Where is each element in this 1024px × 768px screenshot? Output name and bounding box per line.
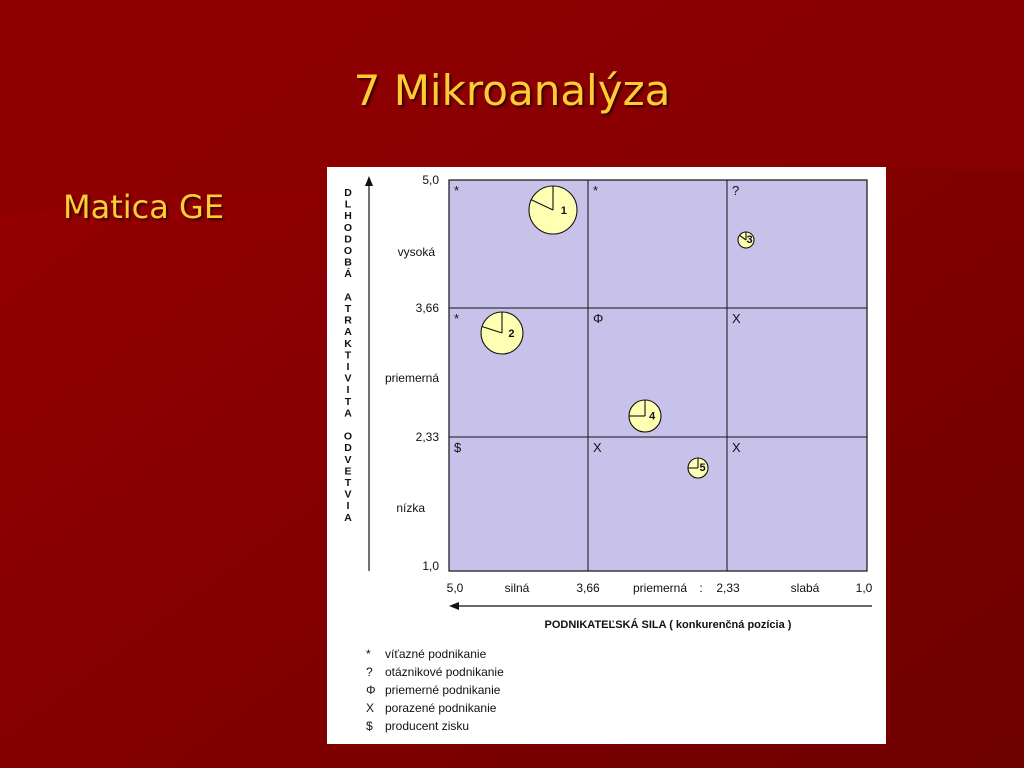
y-axis-title-letter: T — [345, 349, 352, 361]
y-axis-title-letter: T — [345, 477, 352, 489]
y-level-low: nízka — [396, 501, 425, 515]
y-axis-title-letter: K — [344, 338, 352, 350]
cell-marker: * — [454, 311, 459, 326]
unit-label: 1 — [561, 205, 567, 217]
cell-marker: Φ — [593, 311, 603, 326]
unit-slice-edge — [739, 234, 747, 241]
legend-label: producent zisku — [385, 719, 469, 733]
business-unit-5: 5 — [687, 457, 709, 479]
slide-title: 7 Mikroanalýza — [353, 66, 671, 115]
y-tick-5: 5,0 — [422, 173, 439, 187]
legend-symbol: X — [366, 701, 374, 715]
x-tick-5: 5,0 — [447, 581, 464, 595]
x-axis-title: PODNIKATEĽSKÁ SILA ( konkurenčná pozícia… — [545, 618, 792, 631]
legend-label: víťazné podnikanie — [385, 647, 487, 661]
legend-item: * víťazné podnikanie — [366, 647, 487, 661]
x-level-weak: slabá — [791, 581, 820, 595]
y-axis-title-letter: V — [344, 489, 351, 501]
x-level-sep: : — [699, 581, 702, 595]
legend-symbol: * — [366, 647, 371, 661]
x-level-medium: priemerná — [633, 581, 687, 595]
legend-item: $ producent zisku — [366, 719, 469, 733]
y-level-high: vysoká — [398, 245, 436, 259]
x-tick-366: 3,66 — [576, 581, 600, 595]
y-tick-1: 1,0 — [422, 559, 439, 573]
legend: * víťazné podnikanie? otáznikové podnikani… — [366, 647, 504, 733]
y-axis-title-letter: H — [344, 210, 352, 222]
legend-symbol: Φ — [366, 683, 376, 697]
y-axis-title-letter: V — [344, 454, 351, 466]
x-level-strong: silná — [505, 581, 530, 595]
y-axis-title-letter: V — [344, 373, 351, 385]
cell-marker: X — [732, 440, 741, 455]
unit-slice-edge — [481, 325, 503, 334]
legend-label: porazené podnikanie — [385, 701, 497, 715]
y-axis-title-letter: Á — [344, 267, 352, 280]
unit-label: 3 — [747, 234, 753, 246]
y-level-medium: priemerná — [385, 371, 439, 385]
business-unit-4: 4 — [628, 399, 662, 433]
unit-label: 5 — [699, 462, 705, 474]
y-axis-title-letter: A — [344, 291, 352, 303]
unit-slice-edge — [531, 199, 554, 211]
business-units: 1 2 3 4 5 — [480, 185, 755, 479]
y-axis-title-letter: A — [344, 326, 352, 338]
y-axis-title-letter: A — [344, 407, 352, 419]
legend-symbol: ? — [366, 665, 373, 679]
y-tick-366: 3,66 — [416, 301, 440, 315]
y-axis-title-letter: B — [344, 257, 352, 269]
y-axis-title-letter: L — [345, 199, 352, 211]
y-axis-title-letter: D — [344, 233, 352, 245]
cell-marker: * — [593, 183, 598, 198]
cell-marker: X — [732, 311, 741, 326]
y-axis-title-letter: D — [344, 187, 352, 199]
unit-label: 2 — [508, 328, 514, 340]
cell-markers: * * ? * Φ X $ X X — [454, 183, 741, 455]
y-axis-title-letter: I — [347, 384, 350, 396]
legend-label: priemerné podnikanie — [385, 683, 501, 697]
x-tick-1: 1,0 — [856, 581, 873, 595]
cell-marker: * — [454, 183, 459, 198]
unit-label: 4 — [649, 410, 656, 422]
x-tick-233: 2,33 — [716, 581, 740, 595]
legend-item: ? otáznikové podnikanie — [366, 665, 504, 679]
y-axis-title-letter: A — [344, 512, 352, 524]
x-axis-arrowhead — [449, 602, 459, 610]
y-axis-title-letter: O — [344, 222, 352, 234]
y-axis-title-letter: O — [344, 431, 352, 443]
cell-marker: X — [593, 440, 602, 455]
y-axis-arrowhead — [365, 176, 373, 186]
cell-marker: ? — [732, 183, 739, 198]
y-axis-title-letter: O — [344, 245, 352, 257]
cell-marker: $ — [454, 440, 462, 455]
y-axis-title-letter: R — [344, 315, 352, 327]
legend-label: otáznikové podnikanie — [385, 665, 504, 679]
y-tick-233: 2,33 — [416, 430, 440, 444]
bullet-text: Matica GE — [63, 188, 225, 226]
y-axis-title-letter: E — [344, 465, 351, 477]
y-axis-title-letter: T — [345, 396, 352, 408]
y-axis-title-letter: D — [344, 442, 352, 454]
y-axis-title-letter: I — [347, 361, 350, 373]
y-axis-title-letter: T — [345, 303, 352, 315]
legend-symbol: $ — [366, 719, 373, 733]
y-axis-title-letter: I — [347, 500, 350, 512]
business-unit-1: 1 — [528, 185, 578, 235]
grid-area — [448, 179, 868, 572]
business-unit-3: 3 — [737, 231, 755, 249]
business-unit-2: 2 — [480, 311, 524, 355]
